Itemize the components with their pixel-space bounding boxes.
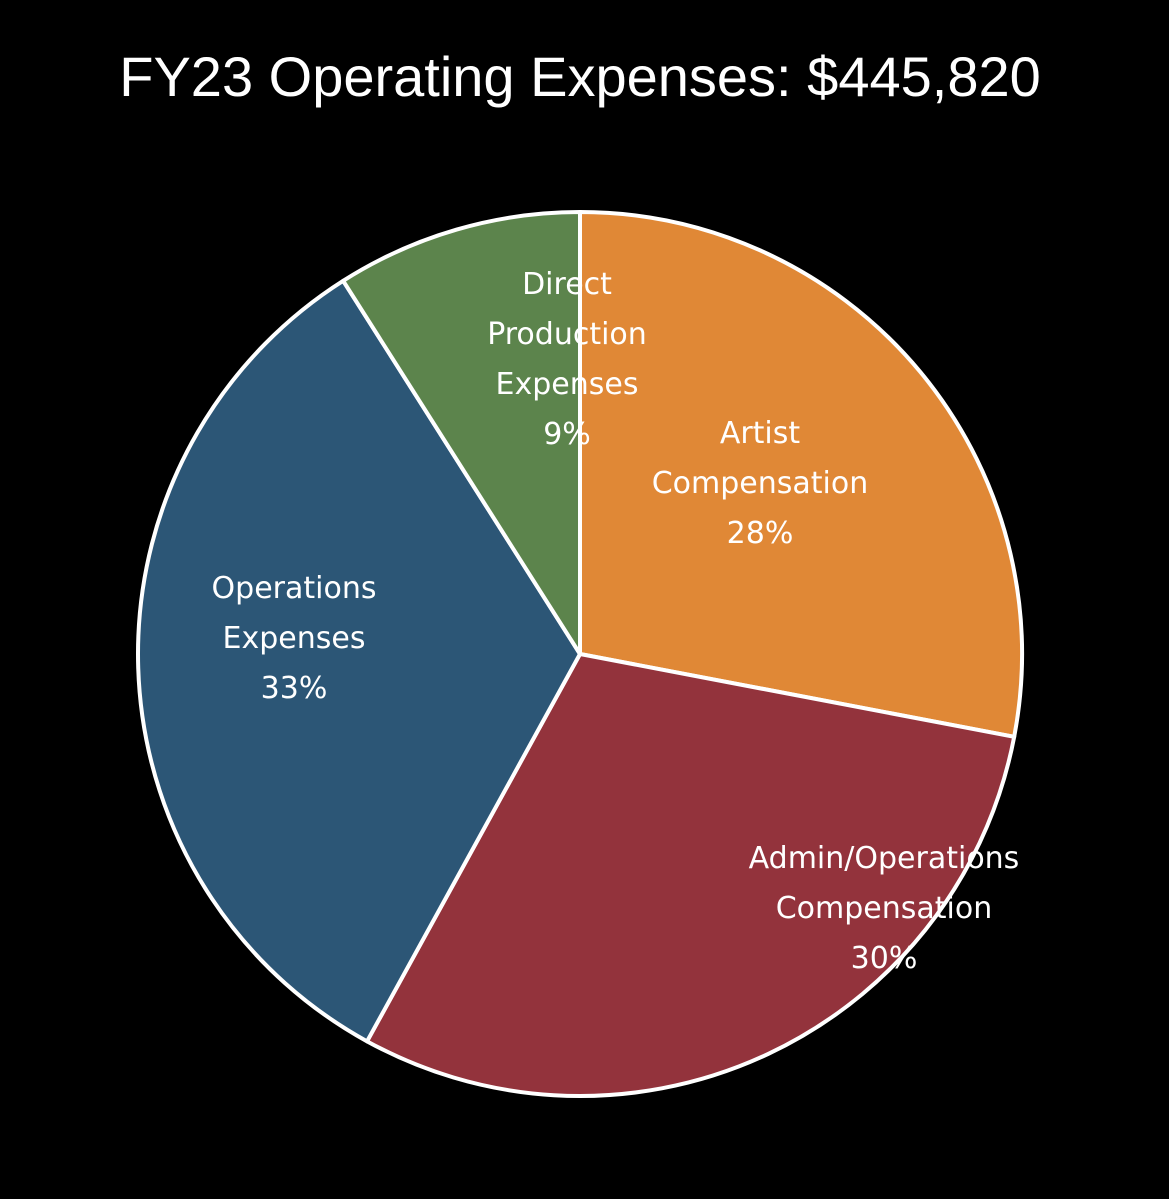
slice-label-admin-operations-compensation: Admin/Operations Compensation 30% (749, 841, 1020, 976)
slice-label-line: Production (487, 317, 647, 352)
chart-title: FY23 Operating Expenses: $445,820 (119, 45, 1041, 108)
slice-label-operations-expenses: Operations Expenses 33% (212, 571, 377, 706)
slice-label-line: Expenses (223, 621, 366, 656)
pie-slice-artist-compensation (578, 210, 1024, 739)
slice-label-line: Expenses (496, 367, 639, 402)
slice-label-artist-compensation: Artist Compensation 28% (652, 416, 869, 551)
slice-label-line: Compensation (776, 891, 993, 926)
slice-label-line: 28% (727, 516, 794, 551)
pie-labels: Artist Compensation 28% Admin/Operations Com… (212, 267, 1020, 976)
slice-label-line: Artist (720, 416, 801, 451)
slice-label-line: Compensation (652, 466, 869, 501)
slice-label-line: 33% (261, 671, 328, 706)
slice-label-line: Admin/Operations (749, 841, 1020, 876)
slice-label-line: 9% (543, 417, 591, 452)
pie-slices (136, 210, 1024, 1098)
slice-label-line: Direct (522, 267, 612, 302)
slice-label-line: Operations (212, 571, 377, 606)
slice-label-line: 30% (851, 941, 918, 976)
pie-slice-direct-production-expenses (341, 210, 582, 656)
pie-slice-admin-operations-compensation (365, 652, 1017, 1098)
slice-label-direct-production-expenses: Direct Production Expenses 9% (487, 267, 647, 452)
pie-slice-operations-expenses (136, 278, 582, 1044)
